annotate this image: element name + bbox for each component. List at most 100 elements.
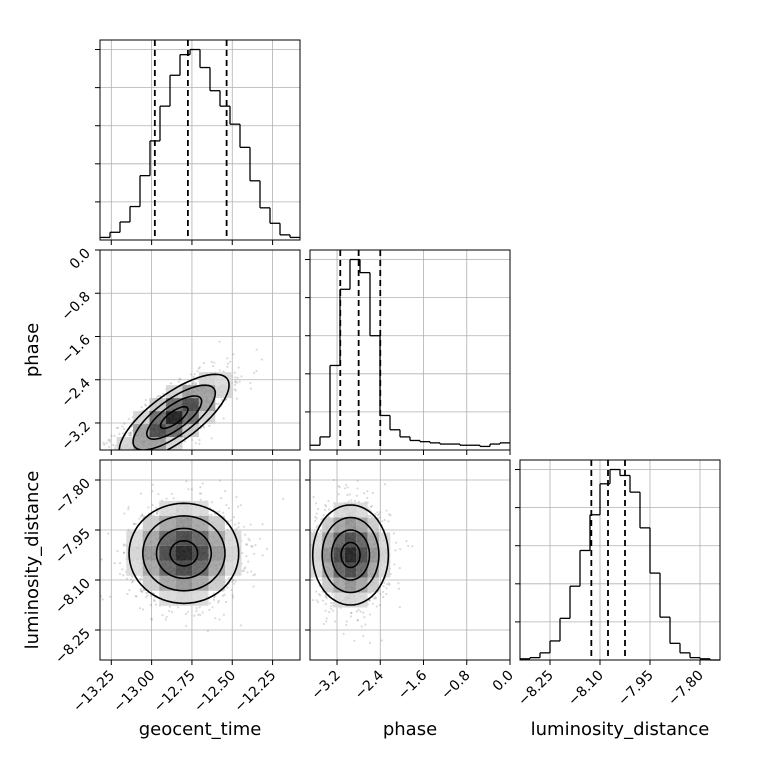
scatter-point xyxy=(128,468,130,470)
scatter-point xyxy=(109,465,111,467)
scatter-point xyxy=(226,362,230,365)
density-cell xyxy=(182,424,199,438)
hist-panel-geocent_time-frame xyxy=(99,39,301,241)
scatter-point xyxy=(158,453,160,455)
density-cell xyxy=(356,562,368,578)
scatter-point xyxy=(323,508,327,512)
scatter-point xyxy=(122,464,124,466)
scatter-point xyxy=(133,522,136,525)
scatter-point xyxy=(191,438,194,442)
scatter-point xyxy=(219,479,222,482)
scatter-point xyxy=(345,620,348,623)
scatter-point xyxy=(210,437,213,440)
scatter-point xyxy=(127,417,130,421)
hist-panel-luminosity_distance: −8.25 −8.10 −7.95 −7.80 xyxy=(515,459,721,709)
scatter-point xyxy=(370,504,373,508)
scatter-point xyxy=(165,497,168,500)
density-cell xyxy=(198,385,216,399)
scatter-point xyxy=(117,451,119,453)
contour-1 xyxy=(155,527,213,580)
density-cell xyxy=(175,545,193,561)
scatter-point xyxy=(306,558,308,560)
scatter-point xyxy=(117,484,119,486)
scatter-point xyxy=(151,503,154,507)
density-cell xyxy=(322,532,334,548)
density-cell xyxy=(367,562,379,578)
scatter-point xyxy=(121,432,125,435)
scatter-point xyxy=(320,518,323,521)
scatter-point xyxy=(376,514,380,517)
scatter-point xyxy=(383,581,386,584)
scatter-point xyxy=(113,434,116,437)
scatter-point xyxy=(116,426,120,429)
contour-1 xyxy=(146,395,203,441)
scatter-point xyxy=(107,532,110,535)
scatter-point xyxy=(349,615,353,618)
scatter-point xyxy=(227,577,230,580)
scatter-point xyxy=(189,373,193,376)
scatter-point xyxy=(338,486,341,489)
scatter-point xyxy=(302,567,304,569)
scatter-point xyxy=(142,452,144,454)
density-cell xyxy=(344,562,357,578)
scatter-point xyxy=(308,571,310,573)
scatter-point xyxy=(97,465,99,467)
scatter-point xyxy=(236,376,239,379)
density-cell xyxy=(192,545,209,561)
scatter-point xyxy=(129,462,131,464)
scatter-point xyxy=(355,610,359,613)
scatter-point xyxy=(138,517,141,520)
scatter-point xyxy=(123,452,125,454)
scatter-point xyxy=(314,515,317,519)
scatter-point xyxy=(199,486,202,489)
scatter-point xyxy=(231,594,234,597)
density-cell xyxy=(117,450,133,463)
scatter-point xyxy=(397,587,401,590)
scatter-point xyxy=(131,581,134,584)
scatter-point xyxy=(236,381,239,384)
scatter-point xyxy=(233,371,236,374)
contour-0 xyxy=(169,539,199,567)
scatter-point xyxy=(210,513,213,516)
scatter-point xyxy=(119,465,121,467)
scatter-point xyxy=(369,505,372,509)
scatter-point xyxy=(139,515,143,518)
scatter-point xyxy=(327,499,330,503)
contour-0 xyxy=(340,541,361,569)
scatter-point xyxy=(260,358,264,361)
density-cell xyxy=(133,424,150,438)
density-cell xyxy=(310,562,323,578)
scatter-point xyxy=(247,537,250,540)
scatter-point xyxy=(122,465,124,467)
scatter-point xyxy=(193,383,196,386)
scatter-point xyxy=(143,463,145,465)
scatter-point xyxy=(210,501,214,504)
density-cell xyxy=(356,547,368,563)
scatter-point xyxy=(198,366,201,369)
scatter-point xyxy=(343,487,346,490)
scatter-point xyxy=(293,523,295,525)
scatter-point xyxy=(248,539,251,542)
scatter-point xyxy=(202,361,206,365)
pair-panel-geocent_time-phase-frame xyxy=(99,249,301,451)
scatter-point xyxy=(214,617,217,620)
scatter-point xyxy=(165,615,168,619)
scatter-point xyxy=(328,611,331,614)
scatter-point xyxy=(254,544,257,547)
scatter-point xyxy=(379,592,382,596)
scatter-point xyxy=(116,465,118,467)
scatter-point xyxy=(325,594,328,597)
scatter-point xyxy=(190,488,193,491)
scatter-point xyxy=(217,402,220,405)
scatter-point xyxy=(101,462,103,464)
scatter-point xyxy=(307,535,309,537)
scatter-point xyxy=(218,340,221,343)
scatter-point xyxy=(232,578,235,581)
scatter-point xyxy=(116,477,118,479)
pair-panel-geocent_time-luminosity_distance-frame xyxy=(99,459,301,661)
scatter-point xyxy=(215,402,218,405)
scatter-point xyxy=(126,456,128,458)
scatter-point xyxy=(252,585,255,588)
scatter-point xyxy=(224,600,228,604)
density-cell xyxy=(175,560,193,576)
